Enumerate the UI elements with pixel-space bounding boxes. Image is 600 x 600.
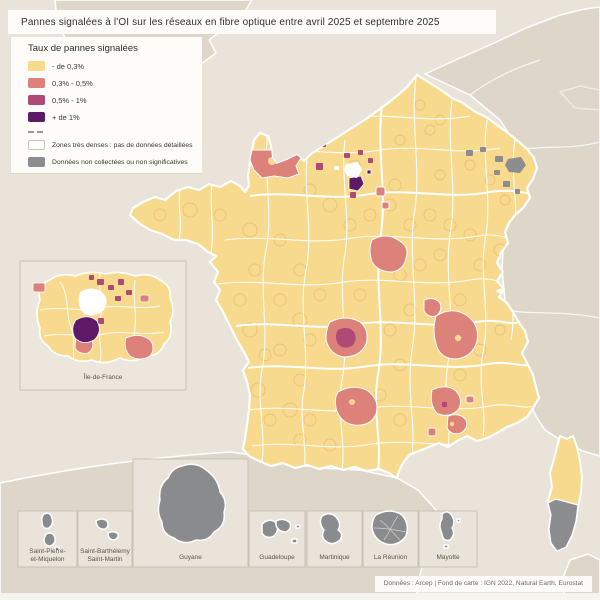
martinique-label: Martinique bbox=[319, 554, 350, 561]
inset-ile-de-france bbox=[19, 260, 187, 391]
legend-item-05-1: 0,5% - 1% bbox=[28, 95, 202, 105]
attribution-text: Données : Arcep | Fond de carte : IGN 20… bbox=[374, 576, 592, 592]
legend-item-dense-zones: Zones très denses : pas de données détai… bbox=[28, 140, 202, 150]
overseas-insets bbox=[17, 458, 478, 568]
la-reunion-shape bbox=[371, 510, 409, 546]
legend-swatch-dense-zones-icon bbox=[28, 140, 45, 150]
saint-barthelemy-saint-martin-label: Saint-Barthélemy Saint-Martin bbox=[80, 548, 130, 564]
saint-pierre-et-miquelon-label: Saint-Pierre- et-Miquelon bbox=[29, 548, 66, 564]
legend-item-over-1: + de 1% bbox=[28, 112, 202, 122]
mayotte-shape bbox=[439, 511, 455, 542]
guyane-label: Guyane bbox=[179, 554, 202, 561]
zones-over-1 bbox=[348, 169, 372, 192]
zones-05-1 bbox=[316, 141, 447, 407]
idf-zones-05-1 bbox=[89, 275, 132, 324]
legend-item-03-05: 0,3% - 0,5% bbox=[28, 78, 202, 88]
zones-denses bbox=[334, 162, 362, 178]
saint-barthelemy-saint-martin-shape bbox=[95, 518, 109, 530]
idf-zone-dense-paris bbox=[78, 288, 107, 316]
legend-title: Taux de pannes signalées bbox=[28, 43, 138, 54]
bottom-margin-strip bbox=[0, 593, 600, 600]
legend-item-no-data: Données non collectées ou non significat… bbox=[28, 157, 202, 167]
la-reunion-label: La Réunion bbox=[373, 554, 408, 561]
map-title: Pannes signalées à l'OI sur les réseaux … bbox=[21, 16, 440, 28]
title-band: Pannes signalées à l'OI sur les réseaux … bbox=[8, 10, 496, 34]
legend-swatch-over-1-icon bbox=[28, 112, 45, 122]
mayotte-label: Mayotte bbox=[436, 554, 460, 561]
region-borders bbox=[235, 104, 537, 473]
idf-zones-03-05 bbox=[32, 282, 154, 360]
legend-dash-icon bbox=[28, 129, 202, 135]
saint-pierre-et-miquelon-shape bbox=[41, 512, 54, 530]
idf-zone-over-1 bbox=[72, 316, 100, 343]
france-mainland bbox=[128, 73, 541, 480]
legend-swatch-05-1-icon bbox=[28, 95, 45, 105]
legend-panel: Taux de pannes signalées - de 0,3% 0,3% … bbox=[10, 37, 202, 174]
department-borders bbox=[178, 77, 533, 471]
zones-no-data bbox=[466, 147, 526, 194]
guadeloupe-label: Guadeloupe bbox=[259, 554, 295, 561]
ile-de-france-label: Île-de-France bbox=[83, 374, 123, 381]
martinique-shape bbox=[319, 513, 343, 545]
legend-swatch-under-03-icon bbox=[28, 61, 45, 71]
legend-swatch-no-data-icon bbox=[28, 157, 45, 167]
corsica-corse-du-sud-no-data bbox=[547, 498, 579, 552]
guyane-shape bbox=[157, 463, 227, 544]
guadeloupe-shape bbox=[261, 519, 279, 539]
legend-swatch-03-05-icon bbox=[28, 78, 45, 88]
la-reunion-commune-borders bbox=[373, 515, 407, 541]
legend-item-under-03: - de 0,3% bbox=[28, 61, 202, 71]
